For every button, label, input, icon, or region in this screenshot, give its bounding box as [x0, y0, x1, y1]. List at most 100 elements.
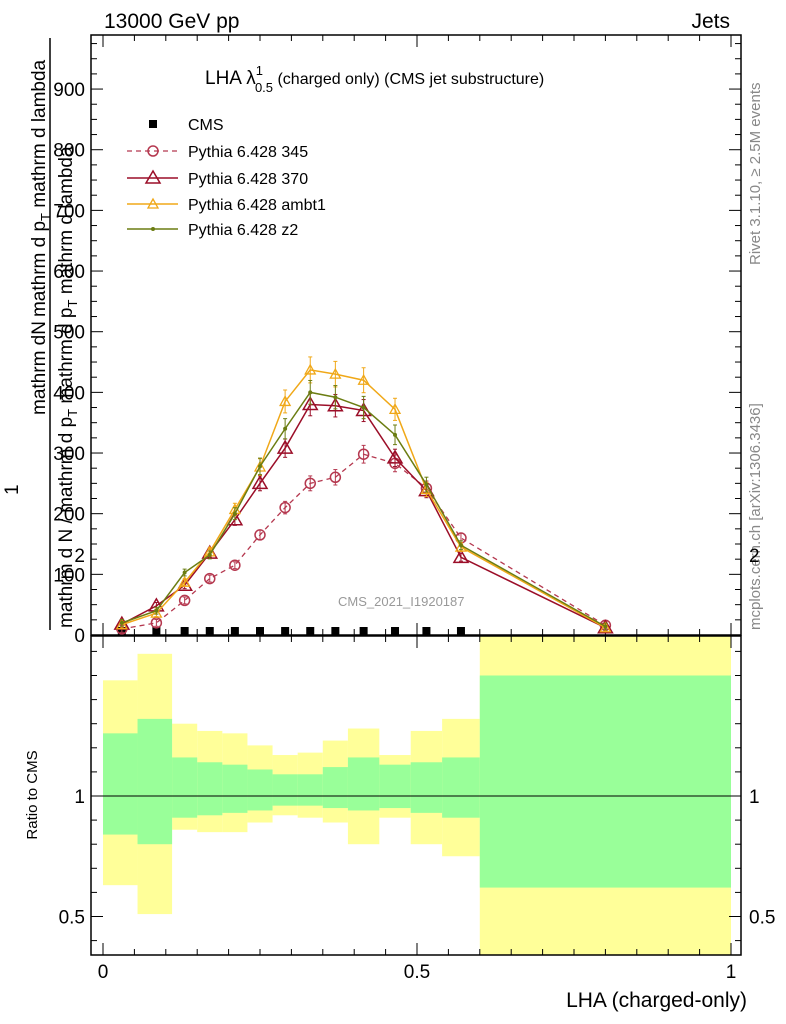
cms-data-point — [391, 627, 400, 635]
data-point — [119, 620, 124, 625]
data-point — [452, 548, 470, 564]
y-tick-label: 700 — [53, 201, 85, 222]
y-tick-label: 0 — [74, 626, 85, 647]
legend-item: Pythia 6.428 ambt1 — [127, 197, 326, 214]
data-point — [204, 572, 216, 585]
y-tick-label: 500 — [53, 323, 85, 344]
y-tick-label: 600 — [53, 262, 85, 283]
data-point — [154, 608, 159, 613]
y-tick-label: 300 — [53, 444, 85, 465]
series-pythia-6-428-z2 — [119, 379, 608, 631]
data-point — [329, 471, 342, 484]
data-point — [301, 396, 319, 411]
ylabel-ratio: Ratio to CMS — [24, 750, 41, 839]
plot-title-sub: 0.5 — [255, 80, 273, 95]
legend-item: Pythia 6.428 z2 — [127, 222, 298, 239]
cms-data-point — [306, 627, 315, 635]
legend-item: CMS — [149, 117, 224, 134]
ratio-y-tick-label: 1 — [74, 787, 85, 808]
legend-marker — [144, 169, 162, 184]
data-point — [424, 482, 429, 487]
ratio-y-tick-label: 0.5 — [59, 908, 85, 929]
data-point — [357, 448, 370, 460]
uncertainty-band-inner — [347, 757, 380, 811]
data-point — [386, 449, 404, 464]
legend: CMS Pythia 6.428 345 Pythia 6.428 370 Pythi… — [127, 117, 326, 239]
energy-label: 13000 GeV pp — [104, 10, 239, 33]
legend-label: Pythia 6.428 345 — [188, 144, 308, 161]
data-point — [150, 617, 163, 629]
cms-data-point — [256, 627, 264, 635]
series-cms — [117, 627, 465, 635]
mcplots-label: mcplots.cern.ch [arXiv:1306.3436] — [747, 403, 764, 630]
main-frame — [90, 34, 742, 636]
data-point — [361, 405, 366, 410]
uncertainty-band-inner — [379, 764, 411, 809]
data-point — [232, 511, 237, 516]
ylabel-main-denominator: mathrm d N / mathrm d pT mathrm d pT mat… — [56, 146, 80, 628]
uncertainty-band-inner — [222, 764, 248, 813]
data-point — [597, 619, 614, 634]
legend-item: Pythia 6.428 345 — [127, 144, 308, 161]
legend-label: Pythia 6.428 z2 — [188, 222, 298, 239]
legend-label: Pythia 6.428 ambt1 — [188, 197, 326, 214]
ratio-y-tick-label-right: 0.5 — [749, 908, 775, 929]
cms-data-point — [152, 627, 161, 635]
legend-marker — [146, 197, 160, 209]
y-tick-label: 200 — [53, 505, 85, 526]
data-point — [304, 477, 316, 490]
data-point — [251, 474, 269, 490]
legend-label: CMS — [188, 117, 224, 134]
cms-data-point — [205, 627, 214, 635]
legend-item: Pythia 6.428 370 — [127, 169, 308, 188]
x-tick-label: 1 — [726, 962, 737, 983]
data-point — [258, 464, 262, 469]
x-tick-label: 0 — [98, 962, 109, 983]
data-point — [603, 624, 608, 629]
xlabel: LHA (charged-only) — [566, 989, 747, 1012]
y-tick-label: 100 — [53, 565, 85, 586]
data-point — [329, 367, 342, 379]
plot-title-prefix: LHA λ — [205, 68, 256, 89]
data-point — [115, 618, 128, 630]
ylabel-main: mathrm dNmathrm d pT mathrm d lambda 1 m… — [2, 38, 80, 630]
rivet-label: Rivet 3.1.10, ≥ 2.5M events — [747, 83, 764, 266]
data-point — [357, 373, 370, 385]
ylabel-main-one: 1 — [2, 484, 23, 495]
data-point — [150, 606, 163, 618]
ratio-y-tick-label-right: 1 — [749, 787, 760, 808]
plot-title-suffix: (charged only) (CMS jet substructure) — [273, 71, 544, 88]
data-point — [393, 432, 398, 437]
legend-marker — [149, 120, 157, 128]
uncertainty-band-inner — [297, 774, 323, 806]
ratio-y-tick-label: 2 — [74, 546, 85, 567]
plot-title: LHA λ1 0.5 (charged only) (CMS jet substr… — [205, 63, 544, 95]
cms-data-point — [359, 627, 368, 635]
uncertainty-band-inner — [479, 675, 731, 888]
cms-data-point — [331, 627, 340, 635]
data-point — [229, 559, 241, 571]
ratio-y-tick-label-right: 2 — [749, 546, 760, 567]
y-tick-label: 900 — [53, 80, 85, 101]
data-point — [308, 390, 313, 395]
uncertainty-band-inner — [197, 762, 223, 816]
data-point — [276, 439, 294, 454]
watermark: CMS_2021_I1920187 — [338, 594, 465, 609]
data-point — [304, 363, 317, 375]
y-tick-label: 400 — [53, 383, 85, 404]
data-point — [178, 594, 191, 607]
uncertainty-band-inner — [322, 767, 348, 809]
uncertainty-band-inner — [247, 769, 273, 811]
data-point — [458, 543, 463, 548]
process-label: Jets — [691, 10, 730, 33]
x-tick-label: 0.5 — [404, 962, 430, 983]
series-line — [121, 391, 606, 628]
data-point — [333, 395, 338, 400]
cms-data-point — [230, 627, 239, 635]
uncertainty-band-inner — [103, 733, 138, 835]
legend-label: Pythia 6.428 370 — [188, 171, 308, 188]
data-point — [207, 552, 212, 557]
data-point — [327, 397, 344, 412]
cms-data-point — [180, 627, 189, 635]
